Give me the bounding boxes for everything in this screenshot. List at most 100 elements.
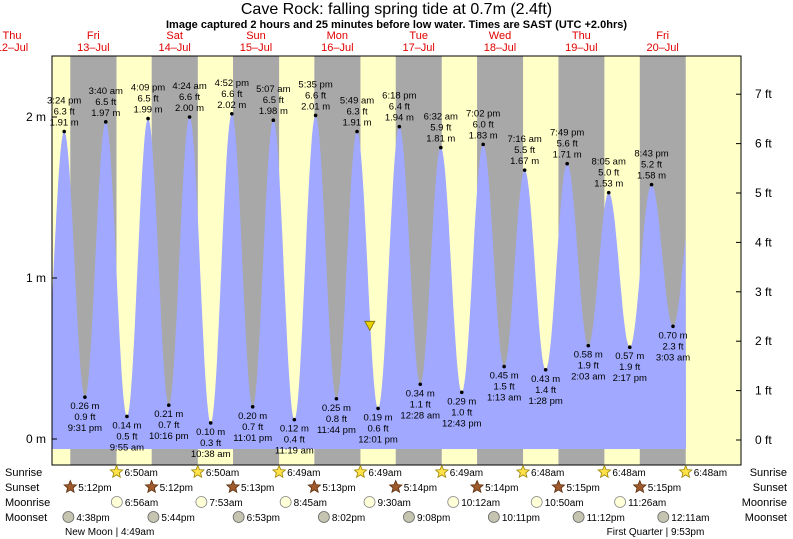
tide-point — [230, 111, 234, 116]
chart-title: Cave Rock: falling spring tide at 0.7m (… — [240, 1, 553, 18]
moonset-time: 6:53pm — [247, 513, 280, 524]
current-level-marker — [364, 320, 376, 332]
astro-row-label-right: Sunrise — [750, 467, 787, 479]
tide-label: 12:28 am — [400, 410, 440, 421]
tide-point — [481, 142, 485, 147]
tide-label: 0.6 ft — [367, 423, 388, 434]
moonrise-icon — [363, 496, 376, 508]
tide-point — [250, 405, 255, 409]
tide-point — [187, 115, 192, 119]
date-label: 17–Jul — [402, 42, 434, 54]
tide-label: 1.94 m — [385, 113, 414, 124]
y-tick-label-m: 1 m — [26, 271, 46, 285]
tide-label: 6.3 ft — [54, 106, 75, 117]
sunrise-time: 6:50am — [124, 468, 157, 479]
moonset-time: 11:12pm — [587, 513, 625, 524]
tide-label: 6.6 ft — [221, 89, 242, 100]
moonrise-time: 10:50am — [545, 498, 584, 509]
sunrise-time: 6:48am — [531, 468, 564, 479]
tide-label: 1.9 ft — [578, 361, 599, 372]
day-label: Sat — [166, 30, 183, 42]
tide-area — [52, 113, 686, 449]
tide-point — [334, 396, 339, 401]
chart-subtitle: Image captured 2 hours and 25 minutes be… — [165, 19, 628, 31]
astro-row-label-right: Sunset — [753, 482, 787, 494]
tide-label: 6.4 ft — [389, 102, 410, 113]
sunset-time: 5:15pm — [648, 483, 681, 494]
tide-label: 5.0 ft — [598, 168, 619, 179]
astro-row-label-right: Moonset — [745, 512, 787, 524]
sunset-icon — [307, 479, 322, 494]
tide-label: 11:19 am — [275, 446, 314, 457]
sunrise-time: 6:48am — [612, 468, 645, 479]
tide-label: 2.01 m — [301, 101, 330, 112]
day-label: Fri — [87, 30, 100, 42]
y-tick-label-ft: 3 ft — [755, 285, 772, 299]
tide-point — [292, 417, 297, 422]
tide-label: 6.5 ft — [263, 95, 284, 106]
moonset-time: 5:44pm — [161, 513, 194, 524]
tide-point — [146, 116, 150, 121]
moonset-icon — [317, 511, 330, 523]
tide-label: 1:13 am — [487, 393, 521, 404]
sunrise-time: 6:49am — [450, 468, 483, 479]
day-label: Mon — [327, 30, 348, 42]
moonset-time: 10:11pm — [502, 513, 540, 524]
moonrise-time: 11:26am — [628, 498, 666, 509]
y-tick-label-ft: 4 ft — [755, 235, 772, 249]
tide-label: 1.83 m — [469, 130, 498, 141]
tide-point — [271, 118, 276, 123]
day-label: Thu — [3, 30, 22, 42]
moonrise-time: 7:53am — [209, 498, 242, 509]
astro-row-label-left: Moonrise — [5, 497, 50, 509]
tide-label: 0.7 ft — [242, 422, 263, 433]
tide-label: 1.9 ft — [619, 362, 640, 373]
tide-label: 0.3 ft — [200, 438, 221, 449]
tide-label: 6.3 ft — [346, 106, 367, 117]
moonset-icon — [232, 511, 245, 523]
date-label: 15–Jul — [240, 42, 272, 54]
tide-point — [649, 182, 654, 187]
tide-label: 1.97 m — [91, 108, 120, 119]
tide-label: 0.21 m — [154, 409, 183, 420]
moonset-icon — [147, 511, 160, 523]
sunrise-icon — [678, 464, 693, 479]
tide-label: 11:44 pm — [317, 425, 356, 436]
sunset-time: 5:12pm — [160, 483, 193, 494]
tide-label: 1.58 m — [637, 171, 666, 182]
tide-label: 4:52 pm — [215, 78, 249, 89]
y-tick-label-ft: 7 ft — [755, 87, 772, 101]
tide-label: 1.67 m — [510, 156, 539, 167]
moonrise-icon — [614, 496, 626, 508]
tide-point — [565, 161, 569, 166]
tide-label: 0.5 ft — [116, 431, 137, 442]
tide-label: 9:55 am — [110, 442, 144, 453]
sunset-time: 5:14pm — [404, 483, 437, 494]
tide-label: 2:03 am — [571, 372, 605, 383]
sunrise-icon — [271, 464, 287, 479]
astro-row-label-left: Moonset — [5, 512, 47, 524]
tide-label: 1:28 pm — [528, 396, 562, 407]
sunrise-time: 6:49am — [287, 468, 320, 479]
sunset-time: 5:13pm — [322, 483, 355, 494]
moonrise-time: 6:56am — [125, 498, 158, 509]
tide-label: 0.29 m — [447, 396, 476, 407]
sunset-icon — [144, 479, 159, 494]
tide-label: 5.2 ft — [641, 160, 662, 171]
day-label: Sun — [246, 30, 266, 42]
moonrise-time: 8:45am — [294, 498, 327, 509]
tide-point — [62, 129, 66, 134]
moonrise-icon — [279, 496, 292, 508]
sunrise-time: 6:48am — [694, 468, 727, 479]
date-label: 16–Jul — [321, 42, 353, 54]
tide-label: 2.3 ft — [662, 341, 683, 352]
tide-point — [586, 343, 591, 348]
tide-label: 8:05 am — [592, 157, 626, 168]
tide-label: 6.5 ft — [95, 97, 116, 108]
sunrise-icon — [515, 464, 531, 479]
tide-label: 6.6 ft — [179, 92, 200, 103]
sunset-icon — [225, 479, 241, 494]
date-label: 14–Jul — [158, 42, 190, 54]
tide-label: 7:49 pm — [550, 128, 584, 139]
tide-label: 0.43 m — [531, 374, 560, 385]
